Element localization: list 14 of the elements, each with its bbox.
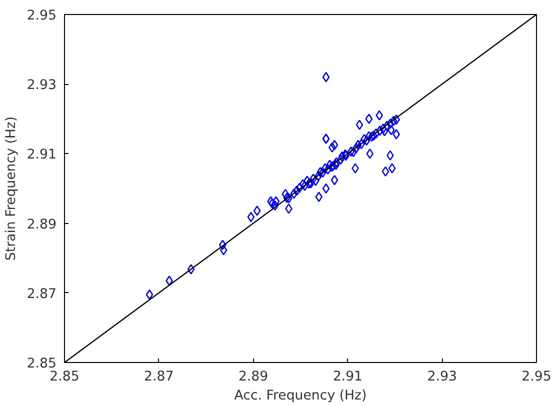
y-tick-label: 2.91 xyxy=(26,148,57,163)
y-tick-label: 2.89 xyxy=(26,217,57,232)
x-tick-label: 2.85 xyxy=(50,370,80,384)
y-tick-label: 2.87 xyxy=(26,286,57,302)
x-tick-label: 2.93 xyxy=(427,370,457,384)
x-tick-label: 2.95 xyxy=(522,370,552,384)
x-tick-label: 2.87 xyxy=(144,370,174,384)
x-axis-title: Acc. Frequency (Hz) xyxy=(234,388,367,404)
y-axis-title: Strain Frequency (Hz) xyxy=(4,116,19,261)
y-tick-label: 2.93 xyxy=(26,78,57,94)
x-tick-label: 2.91 xyxy=(332,370,363,384)
x-tick-label: 2.89 xyxy=(238,370,268,384)
y-tick-label: 2.85 xyxy=(26,356,57,372)
y-tick-label: 2.95 xyxy=(26,8,57,24)
